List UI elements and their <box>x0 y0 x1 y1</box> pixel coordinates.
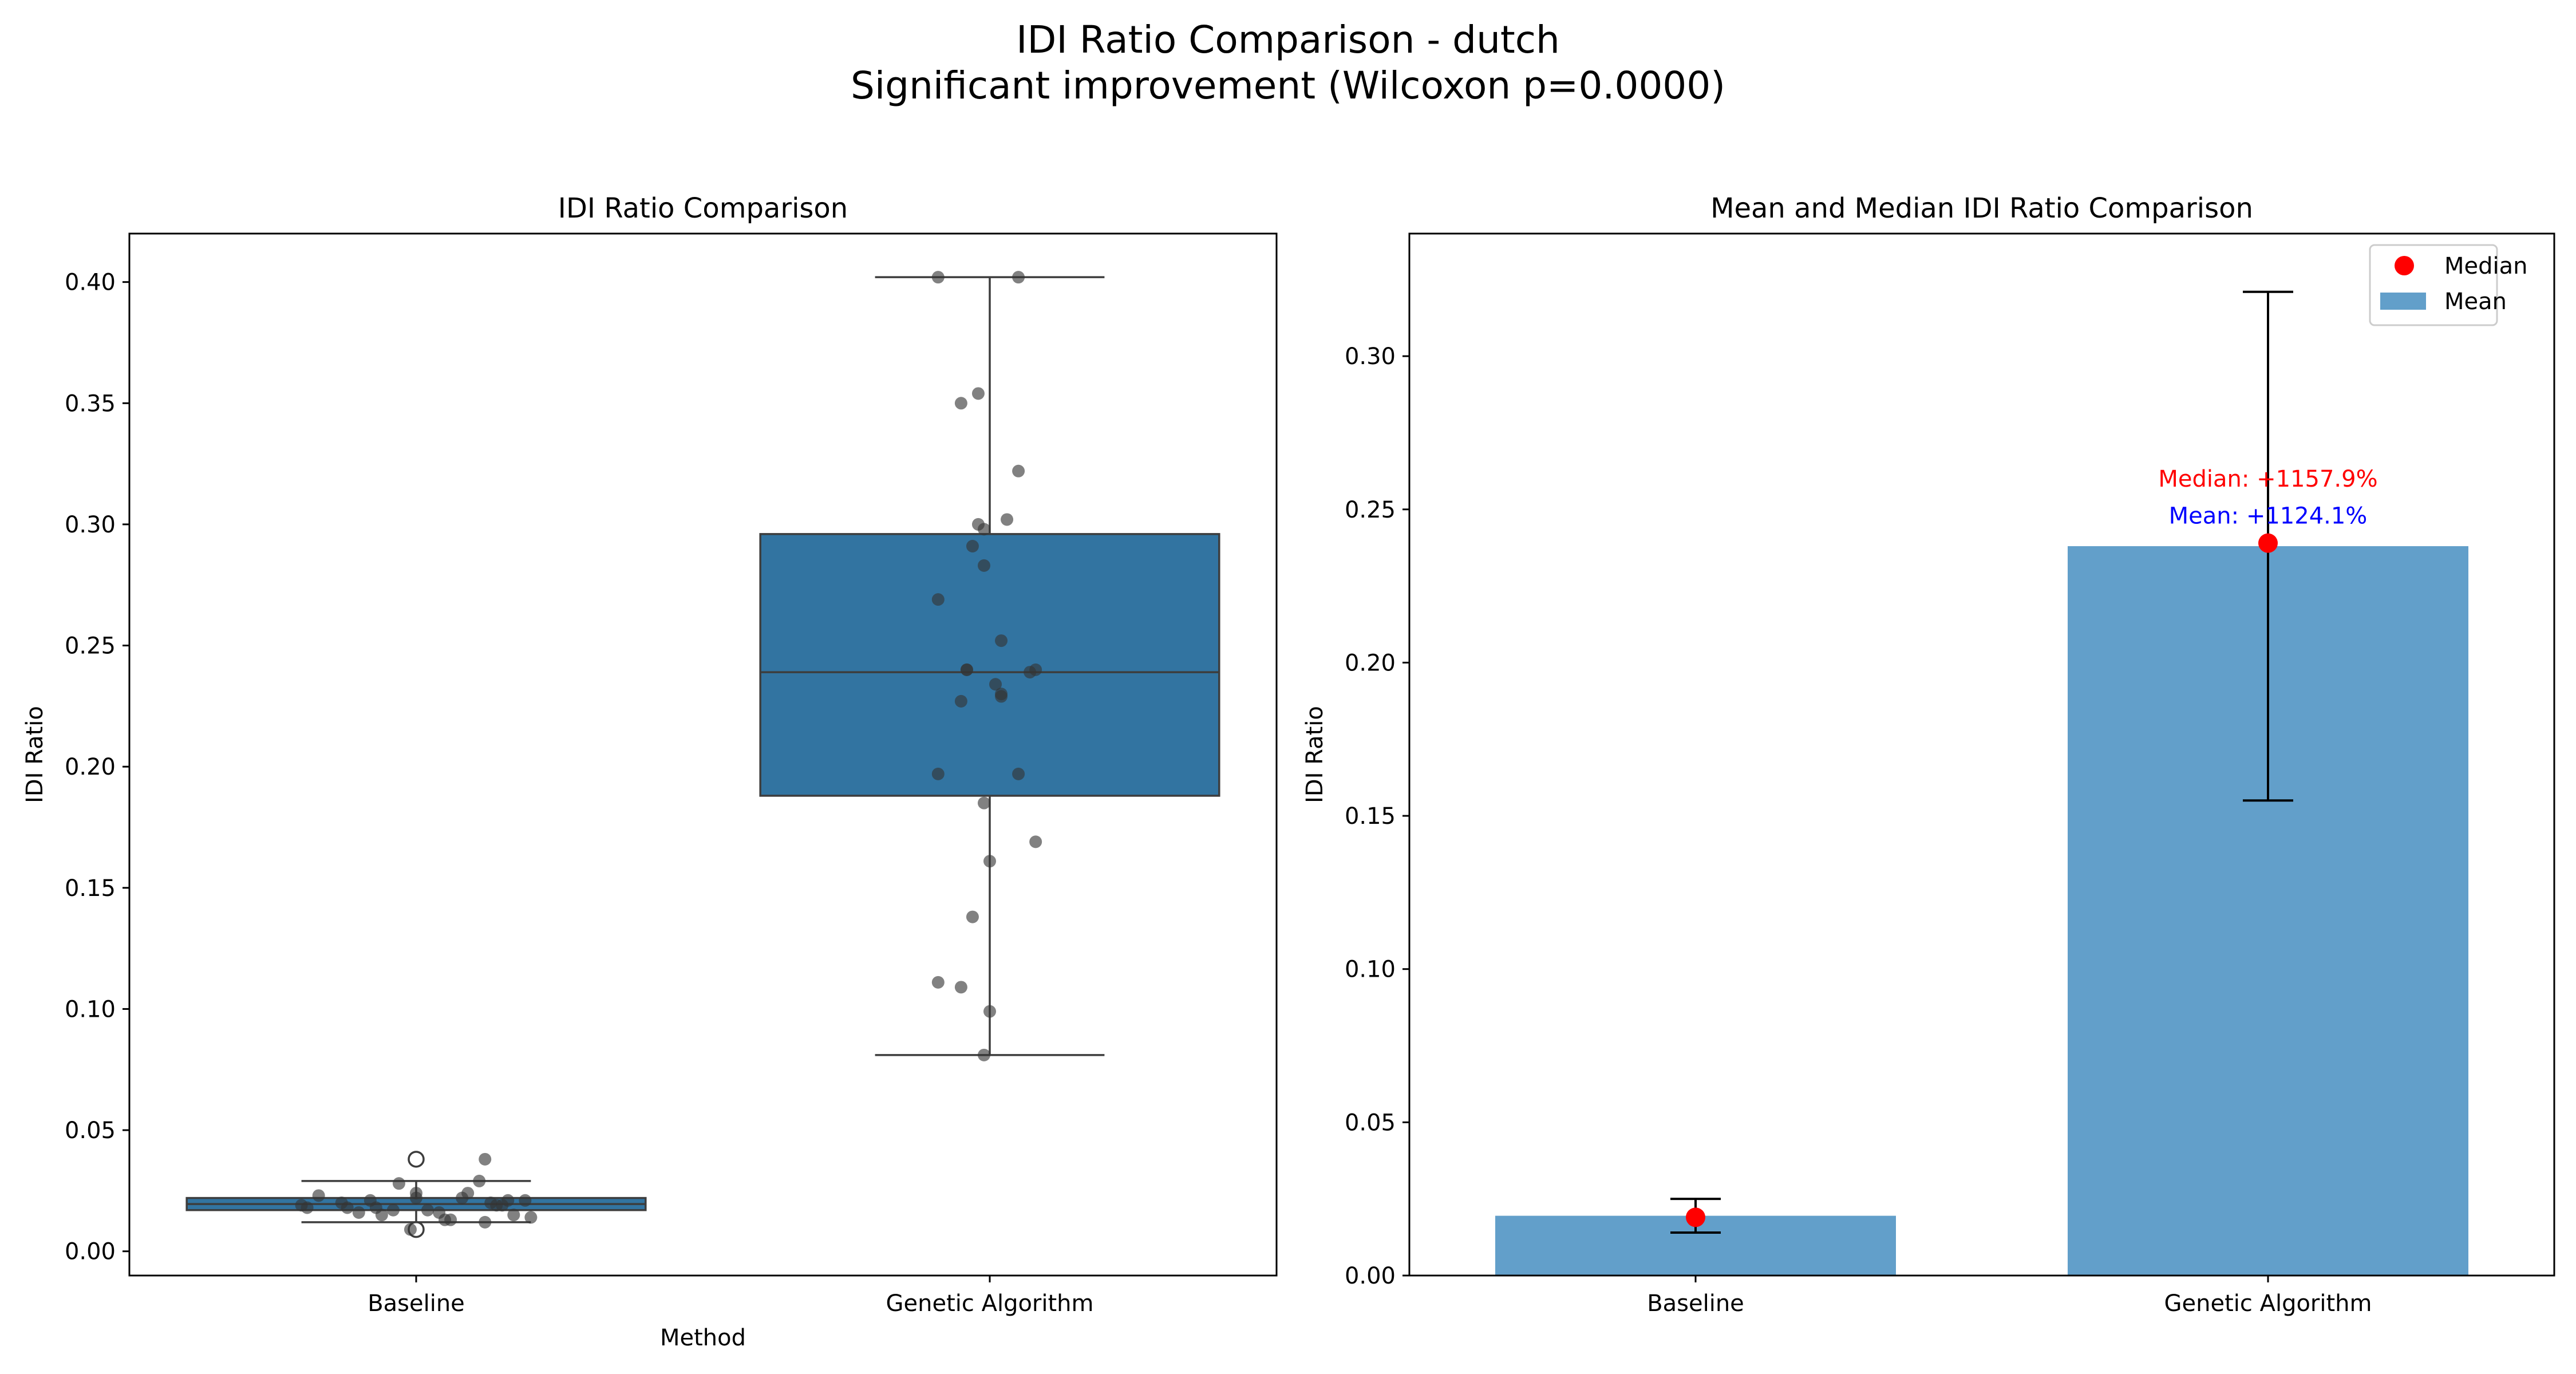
strip-point-baseline-11 <box>479 1215 492 1229</box>
bar-xtick-label-genetic-algorithm: Genetic Algorithm <box>2164 1290 2372 1317</box>
legend-mean-label: Mean <box>2444 289 2507 315</box>
xtick-label-genetic-algorithm: Genetic Algorithm <box>886 1290 1094 1317</box>
ytick-label-8: 0.40 <box>65 270 116 296</box>
xtick-label-baseline: Baseline <box>368 1290 465 1317</box>
strip-point-baseline-4 <box>312 1189 325 1202</box>
bar-panel: Mean and Median IDI Ratio Comparison Med… <box>1302 192 2555 1317</box>
ytick-label-1: 0.05 <box>65 1118 116 1144</box>
boxplot-axes: 0.00 0.05 0.10 0.15 0.20 0.25 0.30 0.35 0.40 Base… <box>65 232 1278 1317</box>
strip-point-genetic-algorithm-15 <box>1029 663 1042 676</box>
strip-point-baseline-9 <box>507 1209 520 1222</box>
ytick-label-4: 0.20 <box>65 754 116 780</box>
boxplot-xlabel: Method <box>660 1325 746 1351</box>
strip-point-genetic-algorithm-3 <box>954 397 967 410</box>
strip-point-genetic-algorithm-8 <box>966 540 979 552</box>
strip-point-genetic-algorithm-18 <box>995 690 1008 703</box>
ytick-label-6: 0.30 <box>65 512 116 538</box>
strip-point-baseline-20 <box>352 1206 365 1219</box>
legend-median-label: Median <box>2444 253 2528 279</box>
strip-point-genetic-algorithm-0 <box>931 271 945 284</box>
strip-point-genetic-algorithm-10 <box>931 593 945 606</box>
box-genetic-algorithm <box>759 533 1220 797</box>
bar-ytick-label-6: 0.30 <box>1345 344 1396 370</box>
median-point-genetic-algorithm <box>2258 533 2278 553</box>
bar-xtick-label-baseline: Baseline <box>1647 1290 1744 1317</box>
boxplot-frame <box>128 232 1278 1277</box>
strip-point-genetic-algorithm-24 <box>983 855 996 868</box>
strip-point-baseline-22 <box>335 1197 348 1210</box>
strip-point-baseline-19 <box>404 1223 417 1236</box>
figure-title-line1: IDI Ratio Comparison - dutch <box>1016 18 1560 62</box>
flier-baseline-0 <box>408 1151 425 1168</box>
ytick-label-3: 0.15 <box>65 875 116 902</box>
strip-point-baseline-17 <box>473 1174 486 1187</box>
strip-point-genetic-algorithm-19 <box>954 694 967 708</box>
strip-point-genetic-algorithm-11 <box>995 634 1008 647</box>
strip-point-genetic-algorithm-1 <box>1012 271 1025 284</box>
bar-ylabel: IDI Ratio <box>1302 706 1328 803</box>
strip-point-baseline-5 <box>386 1203 400 1217</box>
strip-point-baseline-18 <box>479 1152 492 1166</box>
bar-ytick-label-0: 0.00 <box>1345 1263 1396 1289</box>
strip-point-baseline-16 <box>392 1177 405 1190</box>
strip-point-genetic-algorithm-16 <box>989 678 1002 691</box>
strip-point-genetic-algorithm-23 <box>1029 835 1042 848</box>
strip-point-genetic-algorithm-2 <box>971 387 985 400</box>
strip-point-baseline-26 <box>410 1187 422 1200</box>
strip-point-genetic-algorithm-13 <box>960 663 973 676</box>
boxplot-panel: IDI Ratio Comparison 0.00 0.05 0.10 0.15 0.2… <box>22 192 1278 1351</box>
bar-legend: Median Mean <box>2369 244 2528 326</box>
bar-ytick-label-5: 0.25 <box>1345 497 1396 523</box>
legend-mean-swatch <box>2380 293 2426 310</box>
annotation-0: Median: +1157.9% <box>2158 466 2377 492</box>
strip-point-genetic-algorithm-21 <box>1012 767 1025 780</box>
strip-point-genetic-algorithm-20 <box>931 767 945 780</box>
boxplot-ylabel: IDI Ratio <box>22 706 48 803</box>
bar-ytick-label-1: 0.05 <box>1345 1110 1396 1136</box>
ytick-label-0: 0.00 <box>65 1239 116 1265</box>
bar-ytick-label-3: 0.15 <box>1345 803 1396 830</box>
strip-point-baseline-28 <box>375 1209 388 1222</box>
strip-point-genetic-algorithm-25 <box>966 910 979 923</box>
ytick-label-5: 0.25 <box>65 633 116 660</box>
strip-point-genetic-algorithm-7 <box>977 523 990 536</box>
annotation-1: Mean: +1124.1% <box>2169 503 2368 529</box>
figure-title-line2: Significant improvement (Wilcoxon p=0.00… <box>851 64 1725 108</box>
strip-point-baseline-21 <box>421 1203 434 1217</box>
strip-point-baseline-25 <box>301 1201 314 1214</box>
strip-point-genetic-algorithm-5 <box>1001 513 1014 526</box>
strip-point-genetic-algorithm-4 <box>1012 464 1025 477</box>
bar-title: Mean and Median IDI Ratio Comparison <box>1710 192 2253 224</box>
median-point-baseline <box>1686 1207 1705 1227</box>
strip-point-genetic-algorithm-27 <box>954 981 967 994</box>
strip-point-genetic-algorithm-29 <box>977 1048 990 1061</box>
strip-point-baseline-15 <box>519 1194 532 1207</box>
strip-point-genetic-algorithm-22 <box>977 796 990 810</box>
bar-ytick-label-4: 0.20 <box>1345 650 1396 676</box>
strip-point-genetic-algorithm-9 <box>977 559 990 572</box>
strip-point-baseline-24 <box>438 1213 452 1226</box>
strip-point-genetic-algorithm-26 <box>931 976 945 989</box>
boxplot-marks <box>185 271 1220 1238</box>
strip-point-baseline-12 <box>524 1211 538 1224</box>
strip-point-baseline-23 <box>456 1191 469 1205</box>
ytick-label-2: 0.10 <box>65 996 116 1022</box>
bar-axes: 0.00 0.05 0.10 0.15 0.20 0.25 0.30 Baseline Gene… <box>1345 232 2555 1317</box>
legend-median-marker <box>2395 256 2414 275</box>
ytick-label-7: 0.35 <box>65 390 116 417</box>
strip-point-baseline-29 <box>501 1194 515 1207</box>
bar-ytick-label-2: 0.10 <box>1345 957 1396 983</box>
strip-point-baseline-27 <box>490 1199 503 1212</box>
bar-frame <box>1408 232 2555 1277</box>
bar-marks: Median: +1157.9% Mean: +1124.1% <box>1495 290 2468 1276</box>
strip-point-genetic-algorithm-28 <box>983 1005 996 1018</box>
boxplot-title: IDI Ratio Comparison <box>558 192 848 224</box>
